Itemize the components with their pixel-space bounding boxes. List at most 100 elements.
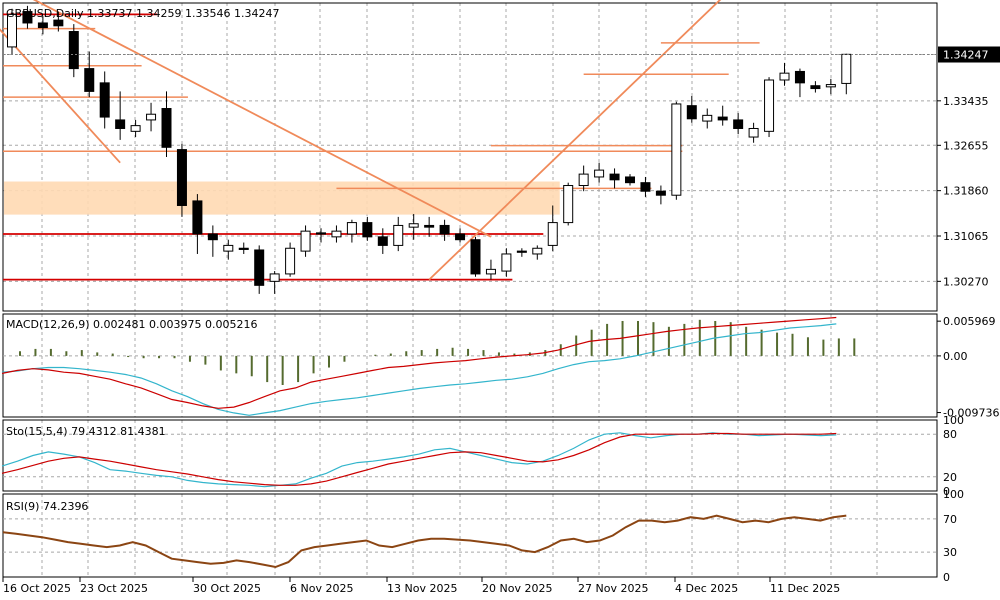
trendline-1	[32, 0, 492, 238]
panel-frame-main	[2, 2, 938, 312]
demand-zone	[4, 181, 560, 215]
macd-tick-label: 0.00	[943, 350, 968, 363]
price-axis: 1.34247 1.33435 1.32655 1.31860 1.31065 1.302…	[3, 46, 1000, 288]
candle-bull	[779, 72, 790, 81]
macd-label: MACD(12,26,9) 0.002481 0.003975 0.005216	[6, 318, 258, 331]
candle-bull	[594, 169, 605, 178]
candle-bull	[146, 113, 157, 121]
candle-bull	[748, 127, 759, 138]
sto-signal-line	[1, 432, 837, 486]
rsi-label: RSI(9) 74.2396	[6, 500, 88, 513]
date-axis: 16 Oct 2025 23 Oct 2025 30 Oct 2025 6 Nov 2…	[2, 577, 840, 595]
price-tick-label: 1.32655	[943, 139, 989, 152]
sto-tick-label: 80	[943, 428, 957, 441]
trendline-3	[428, 0, 722, 281]
date-label: 6 Nov 2025	[290, 582, 353, 595]
candle-bear	[99, 82, 110, 118]
macd-tick-label: -0.009736	[943, 407, 999, 420]
rsi-pane	[2, 514, 937, 569]
candle-bear	[455, 233, 466, 241]
candle-bear	[68, 31, 79, 70]
candle-bull	[393, 224, 404, 246]
trendline-2	[0, 28, 121, 164]
candle-bull	[841, 53, 852, 84]
price-tick-current: 1.34247	[943, 49, 989, 62]
candle-bear	[22, 11, 33, 24]
candle-bear	[609, 173, 620, 181]
candle-bear	[161, 108, 172, 148]
date-label: 16 Oct 2025	[3, 582, 71, 595]
sto-tick-label: 20	[943, 471, 957, 484]
price-tick-label: 1.31065	[943, 230, 989, 243]
candle-bull	[532, 247, 543, 255]
macd-main-line	[1, 323, 837, 416]
candle-bear	[176, 149, 187, 206]
candle-bear	[377, 236, 388, 246]
panel-frame-rsi	[2, 493, 938, 578]
price-tick-label: 1.33435	[943, 95, 989, 108]
candle-bull	[408, 223, 419, 228]
macd-tick-label: 0.005969	[943, 315, 996, 328]
date-label: 4 Dec 2025	[675, 582, 738, 595]
date-label: 11 Dec 2025	[770, 582, 840, 595]
candle-bull	[331, 230, 342, 238]
date-label: 27 Nov 2025	[578, 582, 648, 595]
panel-frame-sto	[2, 419, 938, 492]
candle-bull	[7, 13, 17, 48]
candle-bear	[84, 68, 95, 92]
candle-bull	[702, 114, 713, 122]
rsi-tick-label: 30	[943, 546, 957, 559]
candle-bear	[625, 176, 635, 184]
candle-bear	[655, 190, 666, 196]
price-tick-label: 1.30270	[943, 275, 989, 288]
candle-bear	[717, 116, 728, 121]
candle-bull	[501, 253, 512, 272]
horizontal-levels	[3, 13, 760, 281]
candle-bear	[733, 119, 744, 129]
rsi-axis: 100 70 30 0	[943, 488, 964, 584]
candle-bear	[238, 247, 249, 250]
candle-bull	[223, 244, 234, 252]
candle-bear	[424, 224, 435, 228]
candle-bull	[825, 84, 836, 88]
candle-bear	[207, 233, 218, 241]
candle-bear	[810, 85, 821, 90]
candle-bull	[130, 125, 141, 132]
candle-bull	[578, 173, 589, 187]
rsi-tick-label: 100	[943, 488, 964, 501]
date-label: 23 Oct 2025	[80, 582, 148, 595]
date-label: 30 Oct 2025	[193, 582, 261, 595]
candle-bear	[37, 22, 48, 29]
candle-bear	[254, 249, 265, 286]
panel-frame-macd	[2, 313, 938, 418]
candle-bear	[686, 105, 697, 120]
candle-bear	[53, 19, 64, 27]
date-label: 20 Nov 2025	[482, 582, 552, 595]
candle-bear	[439, 224, 450, 235]
rsi-tick-label: 0	[943, 571, 950, 584]
candle-bull	[764, 79, 775, 132]
candle-bull	[346, 222, 357, 235]
candle-bull	[485, 268, 496, 275]
current-price-box	[938, 46, 1000, 63]
candle-bull	[285, 247, 296, 275]
candle-bear	[316, 232, 326, 235]
candle-bear	[192, 200, 203, 235]
sto-tick-label: 100	[943, 414, 964, 427]
candle-bear	[470, 239, 481, 275]
sto-tick-label: 0	[943, 485, 950, 498]
trend-lines	[0, 0, 722, 281]
panel-frames	[2, 2, 938, 578]
candle-bear	[362, 222, 373, 238]
chart-header: GBPUSD,Daily 1.33737 1.34259 1.33546 1.3…	[6, 7, 279, 20]
candle-bear	[115, 119, 126, 129]
price-tick-label: 1.31860	[943, 185, 989, 198]
macd-pane	[1, 316, 937, 416]
rsi-line	[2, 514, 847, 569]
macd-axis: 0.005969 0.00 -0.009736	[937, 315, 999, 420]
candle-bull	[563, 185, 574, 224]
candlesticks	[7, 5, 852, 294]
